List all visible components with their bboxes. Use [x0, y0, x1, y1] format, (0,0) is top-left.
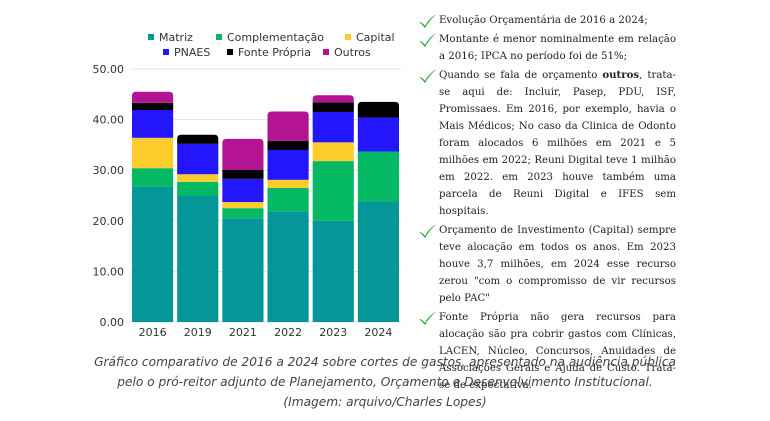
bar-segment-complementa-o-2023 — [312, 161, 354, 221]
bar-stack-2022 — [267, 111, 309, 322]
check-icon — [418, 14, 438, 28]
x-tick-label: 2016 — [139, 326, 167, 339]
note-text: Orçamento de Investimento (Capital) semp… — [439, 225, 676, 304]
y-tick-label: 40.00 — [93, 114, 125, 127]
bar-segment-matriz-2023 — [312, 220, 354, 322]
note-item: Fonte Própria não gera recursos para alo… — [418, 309, 676, 394]
legend-item-matriz: Matriz — [148, 31, 193, 44]
bar-segment-matriz-2021 — [222, 218, 264, 322]
notes-panel: Evolução Orçamentária de 2016 a 2024; Mon… — [418, 12, 676, 396]
bar-stack-2019 — [177, 134, 219, 322]
bar-segment-pnaes-2023 — [312, 112, 354, 143]
legend-swatch — [148, 34, 154, 40]
bar-segment-matriz-2016 — [132, 186, 174, 322]
bar-segment-capital-2022 — [267, 179, 309, 188]
bar-segment-outros-2016 — [132, 91, 174, 103]
bar-stack-2021 — [222, 138, 264, 322]
x-axis-ticks: 2016 2019 2021 2022 2023 2024 — [139, 326, 393, 339]
bar-stack-2016 — [132, 91, 174, 322]
note-text: Fonte Própria não gera recursos para alo… — [439, 312, 676, 391]
note-item: Evolução Orçamentária de 2016 a 2024; — [418, 12, 676, 29]
bar-segment-complementa-o-2016 — [132, 168, 174, 187]
x-tick-label: 2021 — [229, 326, 257, 339]
legend-swatch — [323, 49, 329, 55]
legend-label: Complementação — [227, 31, 324, 44]
bar-segment-pnaes-2024 — [357, 117, 399, 152]
bar-segment-complementa-o-2019 — [177, 181, 219, 197]
bar-segment-matriz-2024 — [357, 201, 399, 322]
bar-segment-fonte-pr-pria-2016 — [132, 102, 174, 110]
legend-swatch — [216, 34, 222, 40]
caption-line-1: Gráfico comparativo de 2016 a 2024 sobre… — [94, 355, 676, 369]
x-tick-label: 2019 — [184, 326, 212, 339]
bars — [132, 91, 399, 322]
legend-label: Matriz — [159, 31, 193, 44]
bar-segment-complementa-o-2021 — [222, 208, 264, 219]
bar-segment-capital-2019 — [177, 174, 219, 182]
bar-stack-2024 — [357, 101, 399, 322]
check-icon — [418, 33, 438, 47]
legend-item-pnaes: PNAES — [163, 46, 210, 59]
note-text: , trata-se aqui de: Incluir, Pasep, PDU,… — [439, 70, 677, 217]
bar-segment-capital-2023 — [312, 142, 354, 162]
note-text: Quando se fala de orçamento — [439, 70, 603, 81]
bar-segment-complementa-o-2024 — [357, 151, 399, 202]
note-item: Quando se fala de orçamento outros, trat… — [418, 67, 676, 220]
gridlines — [130, 68, 401, 323]
x-tick-label: 2024 — [364, 326, 392, 339]
legend-item-fonte-pr-pria: Fonte Própria — [227, 46, 311, 59]
check-icon — [418, 311, 438, 325]
legend-label: Fonte Própria — [238, 46, 311, 59]
note-emphasis: outros — [602, 69, 640, 81]
image-caption: Gráfico comparativo de 2016 a 2024 sobre… — [40, 352, 730, 412]
x-tick-label: 2022 — [274, 326, 302, 339]
x-tick-label: 2023 — [319, 326, 347, 339]
legend-item-capital: Capital — [345, 31, 395, 44]
legend-swatch — [345, 34, 351, 40]
check-icon — [418, 69, 438, 83]
note-item: Orçamento de Investimento (Capital) semp… — [418, 222, 676, 307]
y-tick-label: 20.00 — [93, 215, 125, 228]
note-item: Montante é menor nominalmente em relação… — [418, 31, 676, 65]
bar-segment-outros-2023 — [312, 95, 354, 103]
legend-item-outros: Outros — [323, 46, 371, 59]
caption-line-2: pelo o pró-reitor adjunto de Planejament… — [117, 375, 653, 389]
bar-segment-matriz-2022 — [267, 211, 309, 322]
bar-segment-fonte-pr-pria-2023 — [312, 102, 354, 113]
bar-segment-complementa-o-2022 — [267, 187, 309, 212]
bar-segment-fonte-pr-pria-2021 — [222, 169, 264, 179]
bar-segment-fonte-pr-pria-2024 — [357, 101, 399, 118]
y-axis-ticks: 0.00 10.00 20.00 30.00 40.00 50.00 — [93, 63, 125, 329]
bar-segment-fonte-pr-pria-2022 — [267, 140, 309, 150]
legend-label: PNAES — [174, 46, 210, 59]
legend-swatch — [227, 49, 233, 55]
y-tick-label: 0.00 — [100, 316, 125, 329]
bar-segment-pnaes-2019 — [177, 143, 219, 175]
bar-segment-fonte-pr-pria-2019 — [177, 134, 219, 144]
note-text: Montante é menor nominalmente em relação… — [439, 34, 676, 62]
note-text: Evolução Orçamentária de 2016 a 2024; — [439, 15, 648, 26]
y-tick-label: 30.00 — [93, 164, 125, 177]
bar-segment-pnaes-2016 — [132, 109, 174, 138]
bar-segment-pnaes-2022 — [267, 149, 309, 180]
legend-label: Capital — [356, 31, 395, 44]
legend: Matriz Complementação Capital PNAES Fonte Pr… — [148, 31, 395, 59]
bar-stack-2023 — [312, 95, 354, 322]
caption-line-3: (Imagem: arquivo/Charles Lopes) — [283, 395, 487, 409]
legend-label: Outros — [334, 46, 371, 59]
bar-segment-capital-2021 — [222, 202, 264, 209]
bar-segment-outros-2022 — [267, 111, 309, 141]
bar-segment-capital-2016 — [132, 137, 174, 169]
check-icon — [418, 224, 438, 238]
legend-item-complementa-o: Complementação — [216, 31, 324, 44]
bar-segment-outros-2021 — [222, 138, 264, 170]
y-tick-label: 50.00 — [93, 63, 125, 76]
y-tick-label: 10.00 — [93, 265, 125, 278]
bar-segment-matriz-2019 — [177, 196, 219, 322]
bar-segment-pnaes-2021 — [222, 178, 264, 203]
legend-swatch — [163, 49, 169, 55]
